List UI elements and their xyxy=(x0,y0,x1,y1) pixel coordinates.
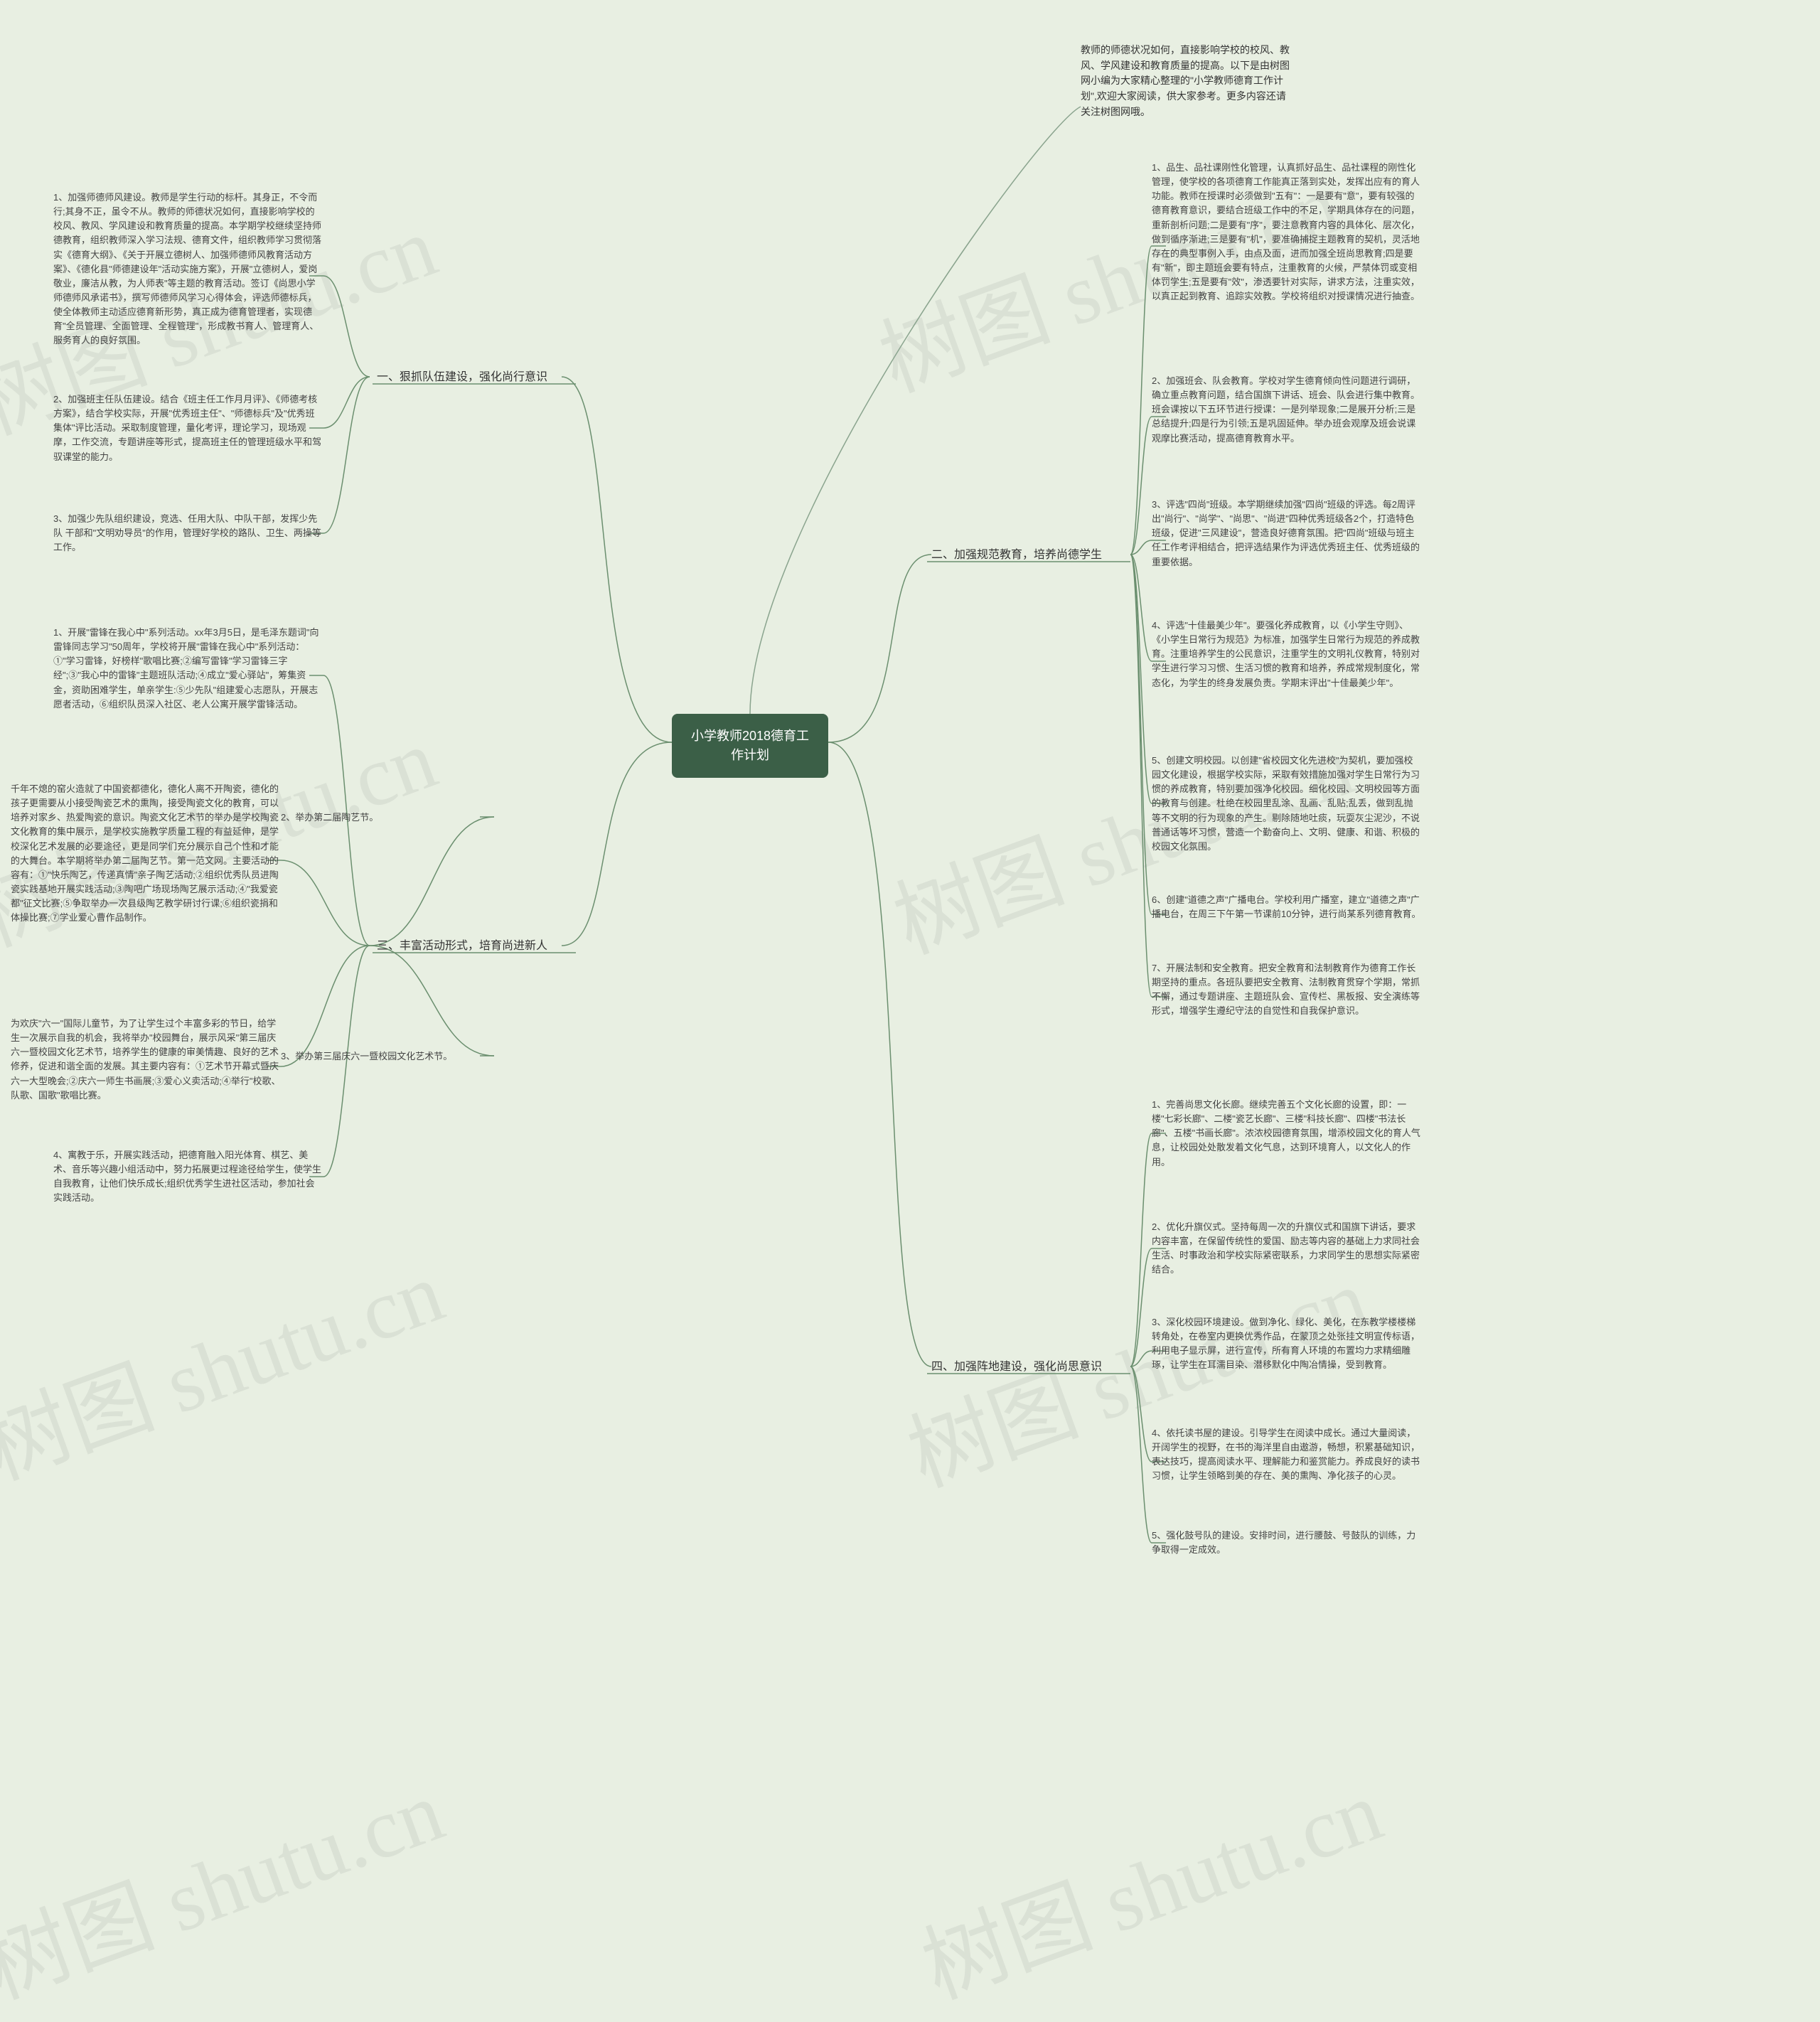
leaf-node: 3、评选"四尚"班级。本学期继续加强"四尚"班级的评选。每2周评出"尚行"、"尚… xyxy=(1152,498,1422,569)
leaf-node: 3、加强少先队组织建设，竞选、任用大队、中队干部，发挥少先队 干部和"文明劝导员… xyxy=(53,512,323,555)
leaf-node: 千年不熄的窑火造就了中国瓷都德化，德化人离不开陶瓷，德化的孩子更需要从小接受陶瓷… xyxy=(11,782,281,925)
branch-label[interactable]: 三、丰富活动形式，培育尚进新人 xyxy=(377,938,547,954)
leaf-node: 2、优化升旗仪式。坚持每周一次的升旗仪式和国旗下讲话，要求内容丰富，在保留传统性… xyxy=(1152,1220,1422,1278)
leaf-node: 3、举办第三届庆六一暨校园文化艺术节。 xyxy=(281,1049,494,1064)
leaf-node: 4、评选"十佳最美少年"。要强化养成教育，以《小学生守则》、《小学生日常行为规范… xyxy=(1152,619,1422,690)
leaf-node: 为欢庆"六一"国际儿童节，为了让学生过个丰富多彩的节日，给学生一次展示自我的机会… xyxy=(11,1017,281,1103)
center-label: 小学教师2018德育工作计划 xyxy=(691,729,809,762)
leaf-node: 7、开展法制和安全教育。把安全教育和法制教育作为德育工作长期坚持的重点。各班队要… xyxy=(1152,961,1422,1019)
branch-label[interactable]: 四、加强阵地建设，强化尚思意识 xyxy=(931,1359,1102,1375)
leaf-node: 6、创建"道德之声"广播电台。学校利用广播室，建立"道德之声"广播电台，在周三下… xyxy=(1152,893,1422,921)
leaf-node: 1、加强师德师风建设。教师是学生行动的标杆。其身正，不令而行;其身不正，虽令不从… xyxy=(53,191,323,348)
leaf-node: 5、强化鼓号队的建设。安排时间，进行腰鼓、号鼓队的训练，力争取得一定成效。 xyxy=(1152,1529,1422,1557)
leaf-node: 2、加强班主任队伍建设。结合《班主任工作月月评》、《师德考核方案》，结合学校实际… xyxy=(53,392,323,464)
leaf-node: 5、创建文明校园。以创建"省校园文化先进校"为契机，要加强校园文化建设，根据学校… xyxy=(1152,754,1422,854)
leaf-node: 2、举办第二届陶艺节。 xyxy=(281,811,494,825)
leaf-node: 1、开展"雷锋在我心中"系列活动。xx年3月5日，是毛泽东题词"向雷锋同志学习"… xyxy=(53,626,323,712)
branch-label[interactable]: 一、狠抓队伍建设，强化尚行意识 xyxy=(377,370,547,385)
leaf-node: 4、依托读书屋的建设。引导学生在阅读中成长。通过大量阅读，开阔学生的视野，在书的… xyxy=(1152,1426,1422,1484)
leaf-node: 2、加强班会、队会教育。学校对学生德育倾向性问题进行调研，确立重点教育问题，结合… xyxy=(1152,374,1422,446)
leaf-node: 1、品生、品社课刚性化管理，认真抓好品生、品社课程的刚性化管理，使学校的各项德育… xyxy=(1152,161,1422,304)
leaf-node: 4、寓教于乐，开展实践活动，把德育融入阳光体育、棋艺、美术、音乐等兴趣小组活动中… xyxy=(53,1148,323,1206)
branch-label[interactable]: 二、加强规范教育，培养尚德学生 xyxy=(931,547,1102,563)
intro-text: 教师的师德状况如何，直接影响学校的校风、教风、学风建设和教育质量的提高。以下是由… xyxy=(1081,43,1294,119)
leaf-node: 3、深化校园环境建设。做到净化、绿化、美化，在东教学楼楼梯转角处，在卷室内更换优… xyxy=(1152,1315,1422,1373)
leaf-node: 1、完善尚思文化长廊。继续完善五个文化长廊的设置，即：一楼"七彩长廊"、二楼"瓷… xyxy=(1152,1098,1422,1170)
center-node[interactable]: 小学教师2018德育工作计划 xyxy=(672,714,828,778)
